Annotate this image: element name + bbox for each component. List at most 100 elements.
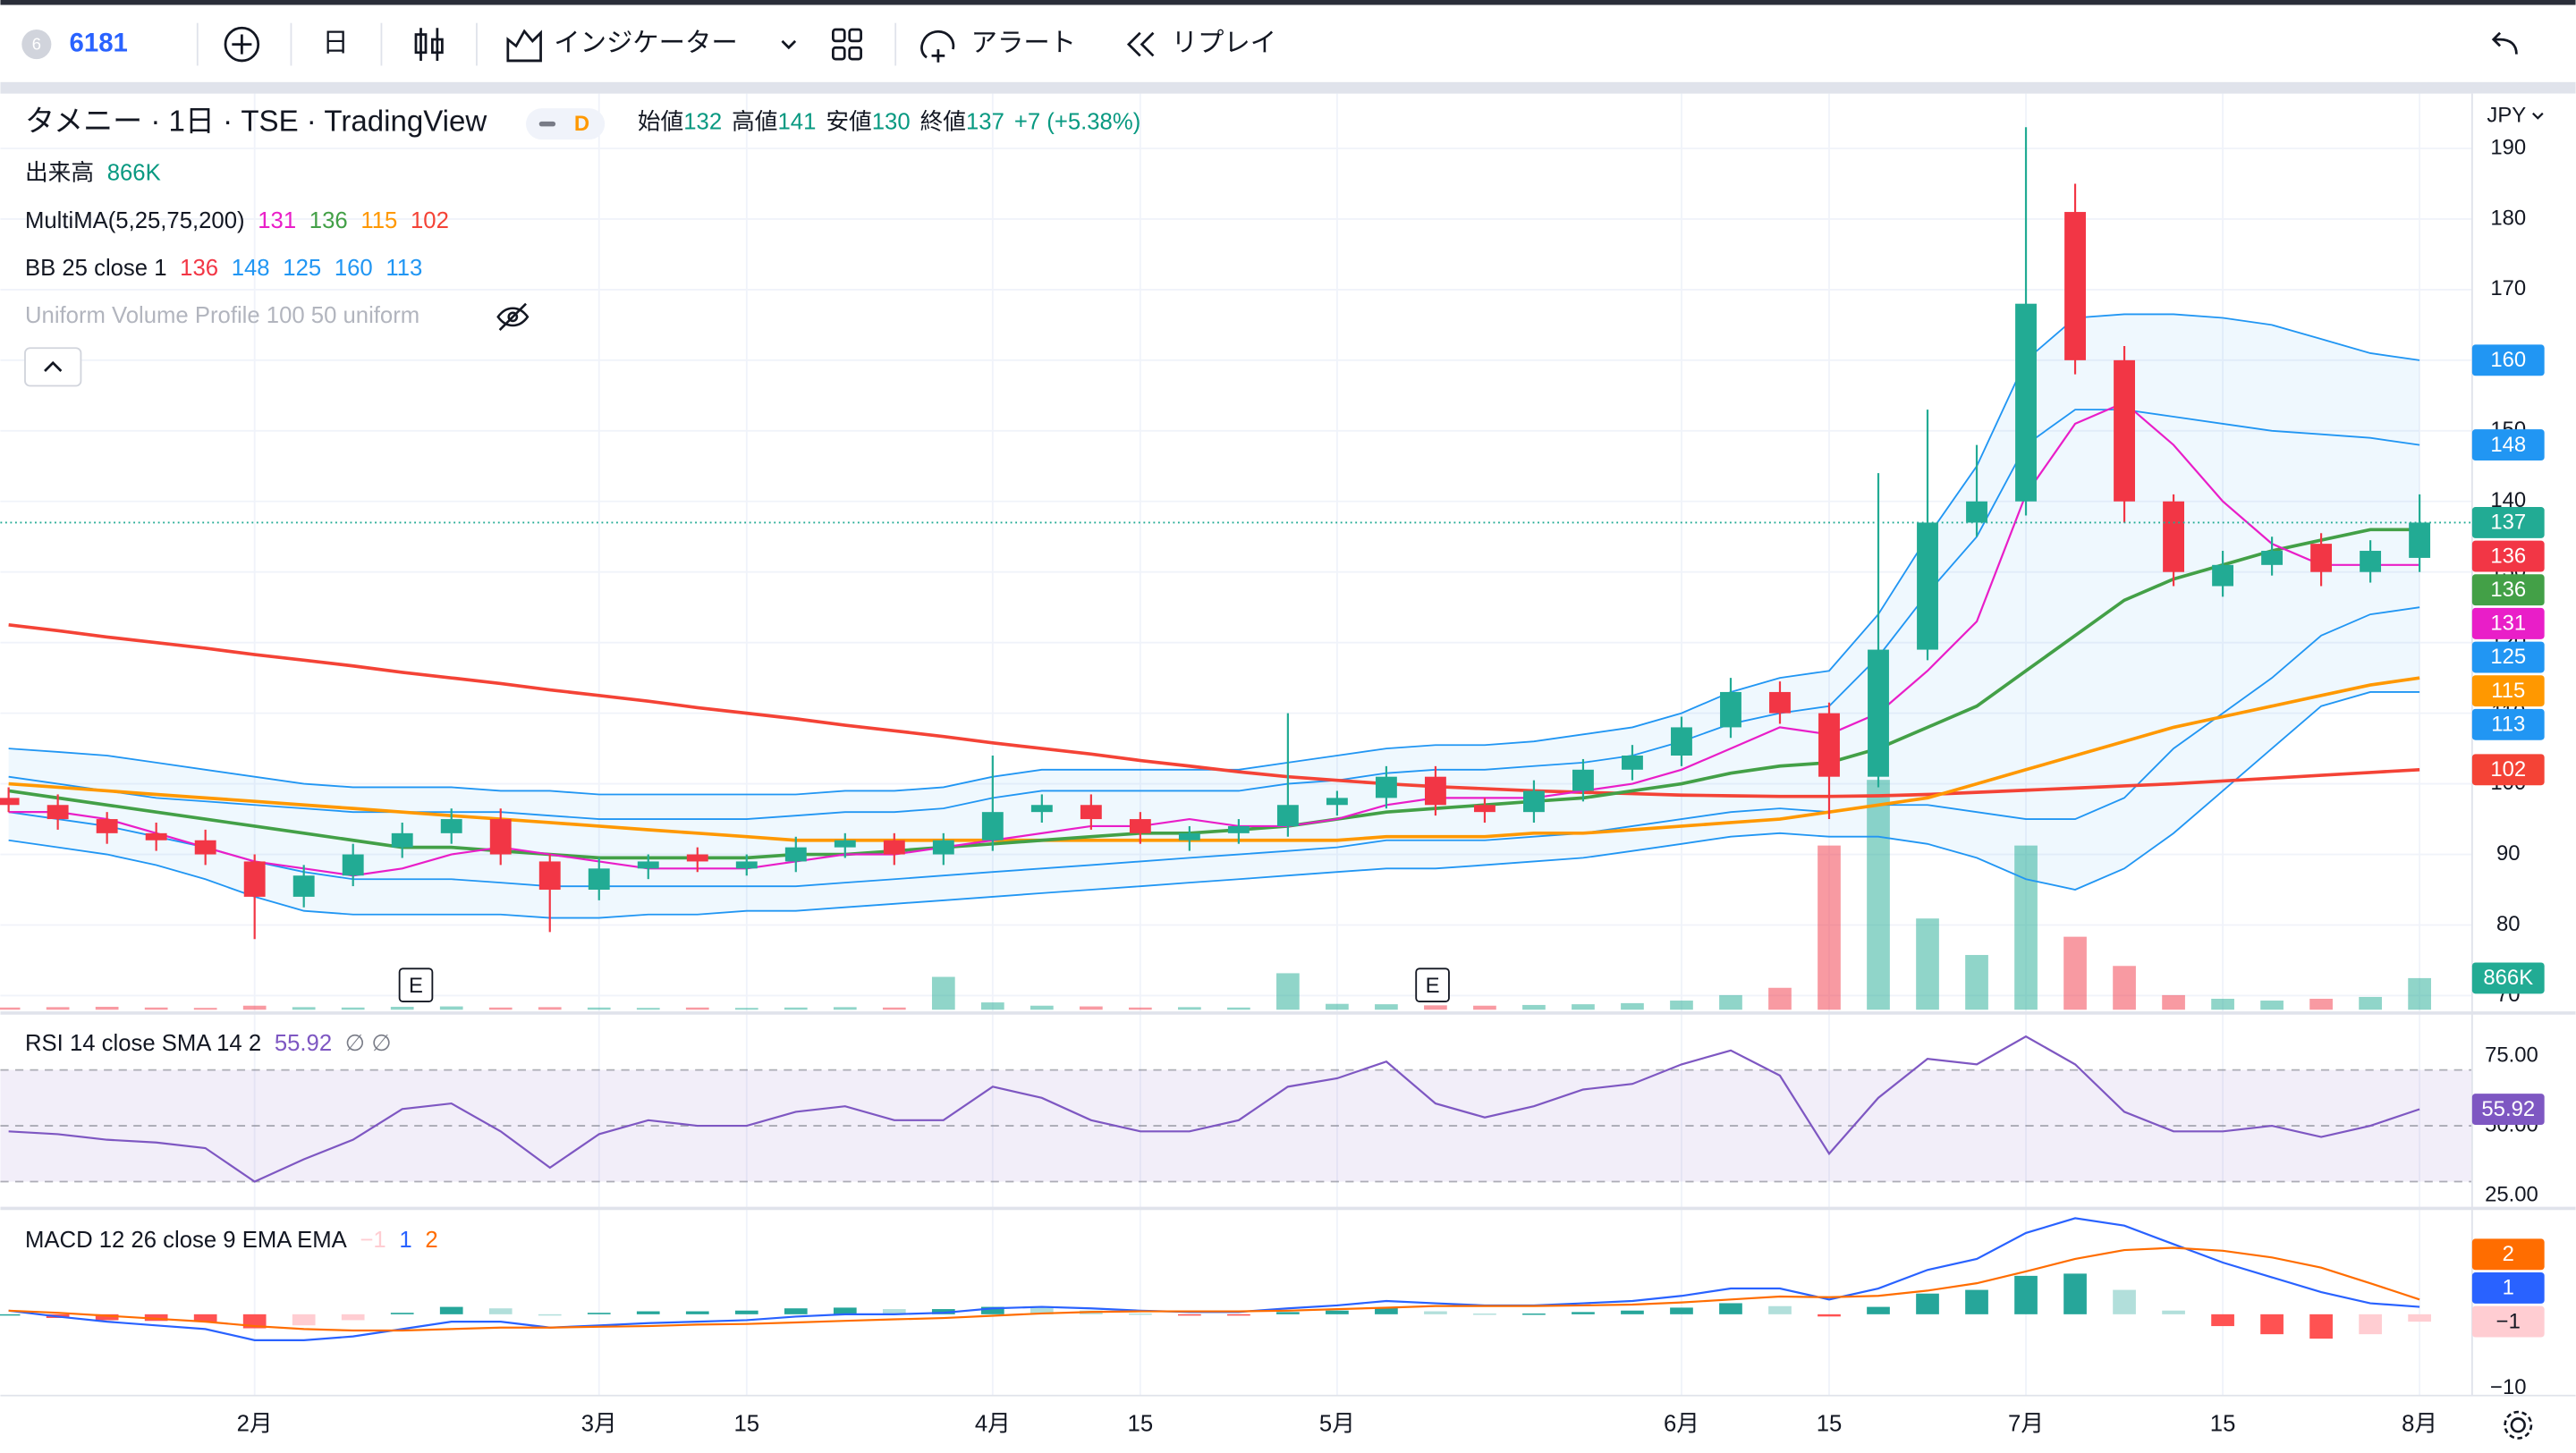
candle-body xyxy=(1375,776,1397,798)
candle-body xyxy=(834,840,856,848)
symbol-title: タメニー · 1日 · TSE · TradingView xyxy=(25,105,487,138)
axis-value-label: 136 xyxy=(2490,578,2526,602)
indicators-icon[interactable] xyxy=(506,29,542,63)
label: MACD 12 26 close 9 EMA EMA xyxy=(25,1228,348,1253)
volume-bar xyxy=(390,1006,414,1010)
symbol-icon-text: 6 xyxy=(32,34,41,53)
candle-body xyxy=(1966,501,1987,523)
y-tick-label: 180 xyxy=(2490,206,2526,230)
volume-bar xyxy=(2408,977,2431,1010)
candle-body xyxy=(883,840,905,855)
macd-histogram xyxy=(1326,1310,1349,1314)
label: 安値 xyxy=(826,108,871,134)
layout-button[interactable] xyxy=(832,28,862,61)
replay-button[interactable]: リプレイ xyxy=(1172,28,1276,57)
macd-histogram xyxy=(1227,1314,1250,1316)
macd-histogram xyxy=(2063,1273,2087,1314)
y-tick-label: 190 xyxy=(2490,135,2526,159)
volume-bar xyxy=(1522,1004,1546,1010)
macd-histogram xyxy=(95,1314,119,1321)
ma-line xyxy=(8,676,2420,842)
change: +7 (+5.38%) xyxy=(1014,109,1140,134)
macd-histogram xyxy=(439,1306,463,1314)
candle-body xyxy=(2212,564,2234,587)
earnings-marker[interactable] xyxy=(398,967,434,1002)
macd-histogram xyxy=(2113,1289,2136,1314)
candle-body xyxy=(1129,819,1151,833)
label: 出来高 xyxy=(25,159,94,185)
axis-value-label: 1 xyxy=(2503,1276,2514,1300)
x-tick-label: 15 xyxy=(1817,1412,1843,1437)
volume-bar xyxy=(0,1007,21,1010)
volume-bar xyxy=(488,1007,513,1010)
x-tick-label: 8月 xyxy=(2402,1412,2437,1437)
label: MultiMA(5,25,75,200) xyxy=(25,208,245,233)
replay-icon[interactable] xyxy=(1126,31,1155,57)
bb-value: 148 xyxy=(232,256,270,281)
candle-body xyxy=(2310,544,2333,572)
rsi-icons: ∅ ∅ xyxy=(345,1031,392,1056)
volume-bar xyxy=(2014,845,2038,1010)
volume-bar xyxy=(1572,1004,1595,1010)
axis-value-label: 148 xyxy=(2490,433,2526,457)
axis-value-box xyxy=(2471,344,2545,376)
x-tick-label: 15 xyxy=(733,1412,759,1437)
bb-line xyxy=(8,606,2420,888)
volume-bar xyxy=(538,1007,562,1010)
earnings-marker[interactable] xyxy=(1415,967,1450,1002)
candle-body xyxy=(1917,522,1938,650)
axis-value-box xyxy=(2471,429,2545,461)
ma-value: 115 xyxy=(360,208,397,233)
axis-value-box xyxy=(2471,754,2545,786)
volume-bar xyxy=(46,1007,70,1010)
collapse-button[interactable] xyxy=(24,347,82,387)
volume-bar xyxy=(292,1007,316,1010)
volume-bar xyxy=(1129,1007,1152,1010)
macd-histogram xyxy=(734,1310,758,1314)
x-tick-label: 15 xyxy=(1128,1412,1154,1437)
alert-icon[interactable] xyxy=(920,30,955,63)
add-symbol-button[interactable] xyxy=(224,26,260,63)
indicators-button[interactable]: インジケーター xyxy=(554,28,738,57)
bb-line xyxy=(8,691,2420,919)
chevron[interactable] xyxy=(781,39,797,50)
chevron-up xyxy=(44,360,63,372)
x-tick-label: 3月 xyxy=(581,1412,617,1437)
toolbar-gap xyxy=(0,81,2576,94)
macd-histogram xyxy=(882,1309,906,1314)
settings-button[interactable] xyxy=(2504,1410,2533,1440)
interval-button[interactable]: 日 xyxy=(322,28,348,57)
undo-button[interactable] xyxy=(2491,31,2518,55)
alert-button[interactable]: アラート xyxy=(971,28,1076,57)
axis-value-box xyxy=(2471,1305,2545,1338)
candle-body xyxy=(1326,798,1348,806)
candle-body xyxy=(2360,551,2382,572)
symbol-icon[interactable] xyxy=(21,30,52,60)
open-value: 132 xyxy=(683,109,722,134)
x-tick-label: 5月 xyxy=(1319,1412,1355,1437)
volume-bar xyxy=(439,1006,463,1010)
chart-type-button[interactable] xyxy=(414,28,444,61)
candle-body xyxy=(2163,501,2184,572)
axis-value-box xyxy=(2471,708,2545,740)
x-tick-label: 6月 xyxy=(1664,1412,1699,1437)
candle-body xyxy=(1276,805,1299,826)
candle-body xyxy=(1424,776,1446,806)
candle-body xyxy=(243,861,266,897)
volume-bar xyxy=(1227,1007,1250,1010)
label: BB 25 close 1 xyxy=(25,256,167,281)
axis-value-label: 102 xyxy=(2490,757,2526,781)
candle-body xyxy=(1622,756,1643,770)
currency[interactable]: JPY xyxy=(2487,104,2526,128)
macd-histogram xyxy=(980,1306,1004,1314)
macd-histogram xyxy=(636,1311,660,1314)
rsi-line xyxy=(8,1035,2420,1183)
axis-value-box xyxy=(2471,540,2545,572)
axis-value-box xyxy=(2471,641,2545,673)
candle-body xyxy=(2114,359,2135,502)
symbol[interactable]: 6181 xyxy=(70,28,128,57)
candle-body xyxy=(1178,832,1200,841)
macd-histogram xyxy=(292,1314,316,1326)
volume-bar xyxy=(931,976,955,1010)
hidden-icon[interactable] xyxy=(496,302,530,331)
